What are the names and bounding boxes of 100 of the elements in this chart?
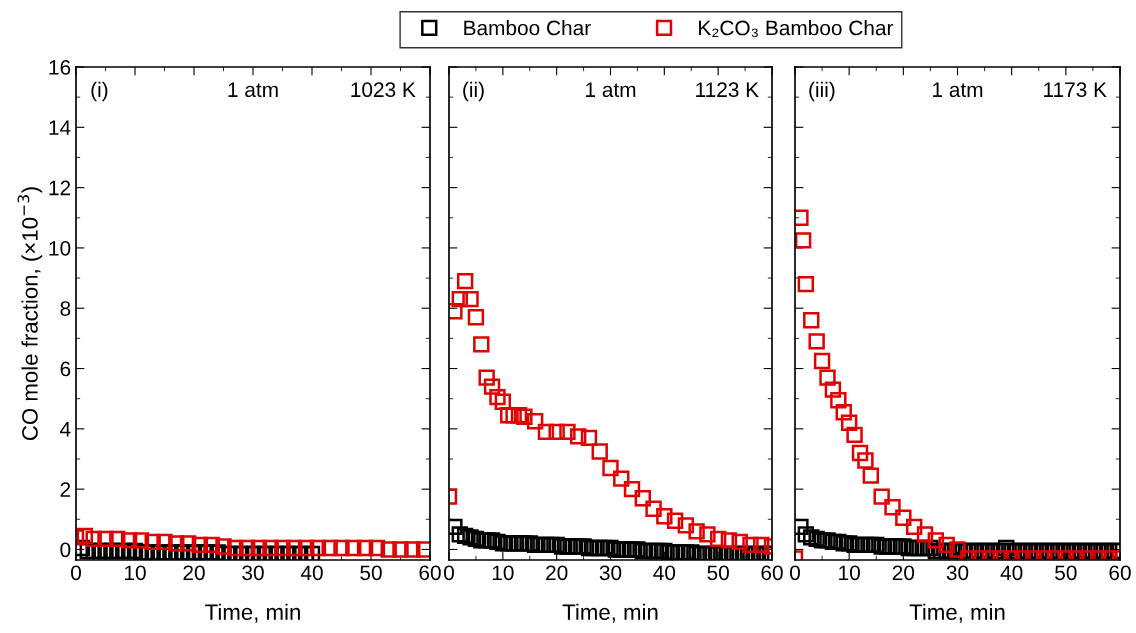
point (473, 336, 490, 353)
point (803, 529, 820, 546)
point (846, 536, 863, 554)
point (720, 532, 738, 549)
annotation: 1123 K (696, 82, 759, 98)
point (731, 533, 748, 551)
point (677, 517, 695, 534)
point (927, 532, 945, 549)
x-tick-label: 60 (419, 565, 441, 581)
point (873, 488, 890, 505)
y-tick-label: 14 (49, 120, 71, 135)
point (489, 533, 506, 551)
point (623, 541, 641, 558)
x-tick-label: 40 (1000, 565, 1023, 581)
point (661, 544, 678, 560)
point (830, 533, 847, 551)
point (742, 536, 759, 554)
legend-label: K₂CO₃ Bamboo Char (699, 20, 894, 37)
y-tick-label: 4 (60, 422, 71, 437)
point (553, 538, 571, 555)
point (824, 533, 842, 551)
point (494, 535, 512, 552)
point (559, 538, 576, 555)
point (607, 541, 625, 558)
point (688, 545, 705, 560)
point (623, 480, 641, 498)
point (808, 333, 825, 350)
point (548, 536, 565, 554)
point (570, 428, 587, 445)
x-axis-title: Time, min (205, 603, 300, 623)
point (516, 408, 533, 425)
point (591, 443, 608, 460)
x-tick-label: 30 (946, 565, 969, 581)
annotation: 1173 K (1044, 82, 1107, 98)
annotation: (ii) (463, 81, 484, 102)
point (602, 459, 619, 477)
point (473, 532, 490, 549)
y-tick-label: 16 (49, 60, 71, 75)
x-tick-label: 20 (546, 565, 568, 581)
point (629, 541, 646, 558)
point (666, 544, 684, 560)
y-tick-label: 0 (60, 542, 71, 558)
point (753, 536, 770, 554)
point (704, 545, 721, 560)
point (797, 275, 815, 293)
x-tick-label: 20 (183, 565, 205, 581)
x-tick-label: 30 (242, 565, 264, 581)
point (868, 536, 885, 554)
point (456, 272, 474, 290)
point (846, 426, 863, 444)
x-tick-label: 10 (839, 565, 860, 581)
annotation: 1 atm (586, 82, 636, 98)
point (559, 423, 576, 441)
point (699, 545, 716, 560)
point (618, 541, 635, 558)
point (905, 539, 923, 557)
point (580, 539, 598, 557)
point (613, 470, 630, 487)
point (478, 369, 495, 386)
point (483, 378, 501, 395)
point (516, 535, 533, 552)
point (575, 538, 592, 555)
y-tick-label: 2 (60, 482, 71, 497)
annotation: 1023 K (351, 82, 416, 98)
point (672, 544, 689, 560)
point (580, 429, 598, 447)
point (645, 500, 662, 517)
x-tick-label: 50 (360, 565, 382, 581)
point (835, 404, 852, 421)
x-tick-label: 10 (492, 565, 514, 581)
point (462, 290, 479, 308)
x-axis-title: Time, min (909, 603, 1005, 623)
point (905, 518, 923, 536)
point (830, 392, 847, 409)
x-tick-label: 60 (1109, 565, 1131, 581)
point (938, 536, 955, 554)
point (500, 535, 517, 552)
point (650, 542, 668, 560)
y-tick-label: 8 (60, 301, 71, 316)
point (564, 538, 582, 555)
point (656, 508, 673, 525)
point (656, 542, 673, 560)
point (824, 381, 842, 398)
annotation: (i) (91, 81, 108, 102)
point (916, 526, 934, 543)
point (819, 369, 836, 386)
x-tick-label: 30 (599, 565, 622, 581)
y-tick-label: 12 (49, 180, 71, 196)
point (835, 535, 852, 552)
point (645, 542, 662, 560)
point (467, 309, 485, 326)
point (709, 530, 727, 548)
x-tick-label: 50 (707, 565, 729, 581)
point (884, 538, 901, 555)
point (895, 538, 912, 555)
y-tick-label: 10 (49, 240, 71, 256)
point (483, 532, 501, 549)
x-tick-label: 0 (790, 565, 800, 581)
point (526, 413, 544, 430)
point (591, 539, 608, 557)
